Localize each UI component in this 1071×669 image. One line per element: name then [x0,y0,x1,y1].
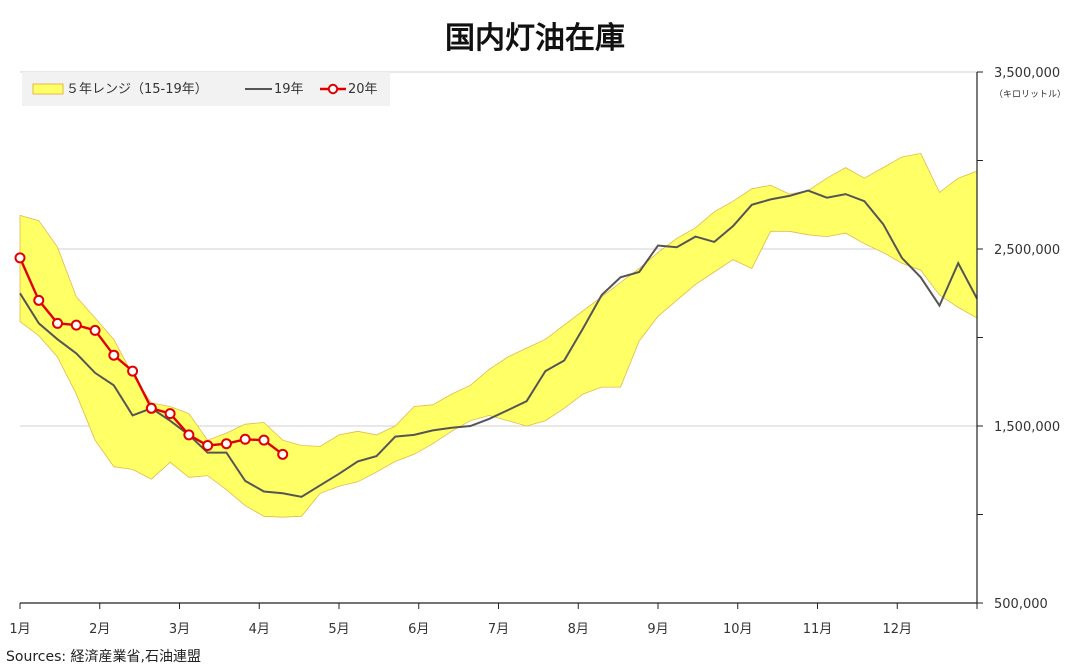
series-19-line [19,189,978,498]
series-20-point [33,294,45,306]
x-tick-label: 5月 [328,622,349,637]
chart-title: 国内灯油在庫 [445,21,625,56]
y-tick-label: 500,000 [994,597,1048,612]
series-20-point [108,349,120,361]
y-axis-unit: （キロリットル） [994,89,1066,100]
legend-range-swatch [32,83,64,95]
x-tick-label: 2月 [89,622,110,637]
series-20-point [145,402,157,414]
series-20-point [164,408,176,420]
series-20-point [239,433,251,445]
series-20-point [89,324,101,336]
x-tick-label: 4月 [249,622,270,637]
x-tick-label: 3月 [169,622,190,637]
y-tick-label: 1,500,000 [994,420,1060,435]
legend-20-marker [327,83,339,95]
x-tick-label: 9月 [647,622,668,637]
line-20-group [14,252,289,460]
series-20-point [52,317,64,329]
x-tick-label: 7月 [488,622,509,637]
series-20-point [183,429,195,441]
legend-19-label: 19年 [274,82,304,97]
series-20-point [220,438,232,450]
x-tick-label: 6月 [408,622,429,637]
series-20-point [277,448,289,460]
series-20-point [127,365,139,377]
series-20-point [14,252,26,264]
series-20-point [202,439,214,451]
series-20-point [70,319,82,331]
x-tick-label: 10月 [723,622,753,637]
legend-range-label: ５年レンジ（15-19年） [66,82,208,97]
range-band [19,152,978,518]
y-tick-label: 2,500,000 [994,243,1060,258]
legend: ５年レンジ（15-19年） 19年 20年 [22,72,390,106]
x-tick-label: 11月 [803,622,833,637]
y-tick-label: 3,500,000 [994,66,1060,81]
gridlines [20,71,977,604]
legend-20-label: 20年 [348,82,378,97]
x-tick-label: 12月 [882,622,912,637]
axes: 3,500,000 2,500,000 1,500,000 500,000 1月 2月 3月… [9,66,1060,637]
line-19-group [19,189,978,498]
source-note: Sources: 経済産業省,石油連盟 [6,649,201,665]
series-20-point [258,434,270,446]
x-tick-label: 8月 [568,622,589,637]
range-band-group [19,152,978,518]
x-tick-label: 1月 [9,622,30,637]
